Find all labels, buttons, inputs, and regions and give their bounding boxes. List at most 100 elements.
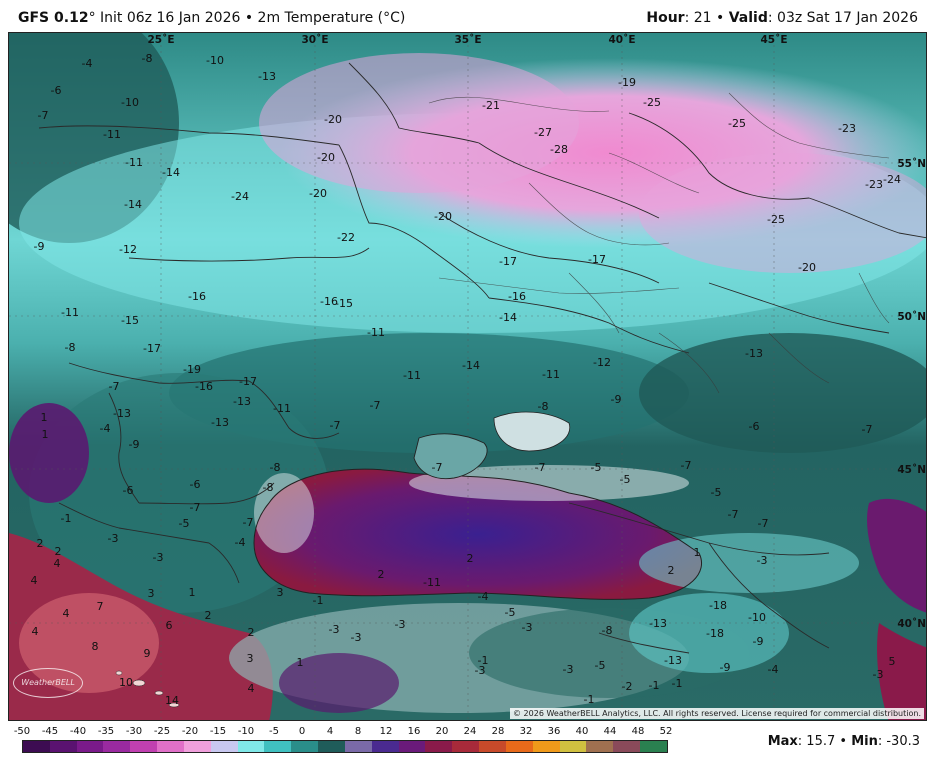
temperature-value: -19 <box>183 363 201 376</box>
map-canvas: 25˚E 30˚E 35˚E 40˚E 45˚E 55˚N 50˚N 45˚N 40˚N -4… <box>9 33 926 720</box>
temperature-value: -24 <box>231 190 249 203</box>
colorbar-swatch <box>210 741 238 752</box>
longitude-label: 40˚E <box>608 34 635 46</box>
temperature-value: -3 <box>329 623 340 636</box>
colorbar-swatch <box>398 741 426 752</box>
temperature-value: -1 <box>61 512 72 525</box>
latitude-label: 50˚N <box>897 311 926 323</box>
temperature-value: -17 <box>499 255 517 268</box>
temperature-value: -5 <box>505 606 516 619</box>
temperature-value: -11 <box>542 368 560 381</box>
colorbar-swatch <box>130 741 158 752</box>
colorbar-swatch <box>183 741 211 752</box>
temperature-value: -13 <box>113 407 131 420</box>
temperature-value: 6 <box>166 619 173 632</box>
temperature-value: -3 <box>108 532 119 545</box>
temperature-value: -9 <box>611 393 622 406</box>
colorbar-tick-label: 16 <box>407 726 421 737</box>
colorbar-swatch <box>103 741 131 752</box>
temperature-value: -16 <box>195 380 213 393</box>
temperature-value: -24 <box>883 173 901 186</box>
colorbar-swatch <box>586 741 614 752</box>
temperature-value: -6 <box>749 420 760 433</box>
temperature-value: -13 <box>745 347 763 360</box>
longitude-labels: 25˚E 30˚E 35˚E 40˚E 45˚E <box>147 34 787 46</box>
init-info: ° Init 06z 16 Jan 2026 • 2m Temperature … <box>88 10 406 26</box>
temperature-value: -7 <box>681 459 692 472</box>
colorbar-swatch <box>344 741 372 752</box>
temperature-value: 2 <box>205 609 212 622</box>
max-min-readout: Max: 15.7 • Min: -30.3 <box>768 734 920 749</box>
temperature-value: -9 <box>720 661 731 674</box>
temperature-value: -13 <box>664 654 682 667</box>
temperature-value: -14 <box>462 359 480 372</box>
temperature-value: -8 <box>602 624 613 637</box>
temperature-value: -14 <box>162 166 180 179</box>
temperature-value: -13 <box>211 416 229 429</box>
weatherbell-logo: WeatherBELL <box>13 668 83 698</box>
temperature-value: -12 <box>593 356 611 369</box>
latitude-label: 55˚N <box>897 158 926 170</box>
colorbar-tick-label: 12 <box>379 726 393 737</box>
colorbar-tick-label: 44 <box>603 726 617 737</box>
temperature-value: -6 <box>51 84 62 97</box>
temperature-value: -13 <box>258 70 276 83</box>
temperature-value: 14 <box>165 694 179 707</box>
temperature-value: -10 <box>121 96 139 109</box>
colorbar-swatch <box>237 741 265 752</box>
temperature-value: -10 <box>206 54 224 67</box>
temperature-value: 3 <box>247 652 254 665</box>
colorbar-tick-label: -15 <box>209 726 227 737</box>
temperature-value: -4 <box>100 422 111 435</box>
colorbar-tick-label: 40 <box>575 726 589 737</box>
latitude-label: 45˚N <box>897 464 926 476</box>
temperature-value: 4 <box>31 574 38 587</box>
region-borders <box>428 92 890 394</box>
temperature-value: -7 <box>535 461 546 474</box>
colorbar-swatch <box>76 741 104 752</box>
colorbar-tick-label: 8 <box>354 726 362 737</box>
temperature-value: -12 <box>119 243 137 256</box>
colorbar-swatch <box>49 741 77 752</box>
colorbar-swatch <box>505 741 533 752</box>
temperature-value: -7 <box>38 109 49 122</box>
colorbar-scale <box>22 740 668 753</box>
temperature-value: -18 <box>709 599 727 612</box>
temperature-value: -5 <box>711 486 722 499</box>
temperature-value: 2 <box>37 537 44 550</box>
temperature-value: -15 <box>335 297 353 310</box>
longitude-label: 25˚E <box>147 34 174 46</box>
temperature-value: -20 <box>434 210 452 223</box>
temperature-value: -4 <box>768 663 779 676</box>
model-name: GFS 0.12 <box>18 10 89 26</box>
temperature-value: -9 <box>753 635 764 648</box>
temperature-value: -16 <box>188 290 206 303</box>
temperature-value: 1 <box>189 586 196 599</box>
temperature-value: -17 <box>588 253 606 266</box>
temperature-value: -20 <box>309 187 327 200</box>
temperature-value: 2 <box>467 552 474 565</box>
valid-label: Valid <box>728 10 768 26</box>
colorbar-labels: -50 -45 -40 -35 -30 -25 -20 -15 -10 -5 0 4 8 12 16 20 24… <box>14 726 674 738</box>
temperature-value: -11 <box>423 576 441 589</box>
colorbar-swatch <box>613 741 641 752</box>
colorbar-tick-label: -30 <box>125 726 143 737</box>
temperature-colorbar: -50 -45 -40 -35 -30 -25 -20 -15 -10 -5 0 4 8 12 16 20 24… <box>14 726 674 766</box>
temperature-value: 4 <box>54 557 61 570</box>
colorbar-tick-label: 24 <box>463 726 477 737</box>
temperature-value: -4 <box>82 57 93 70</box>
longitude-label: 35˚E <box>454 34 481 46</box>
temperature-value: -1 <box>672 677 683 690</box>
temperature-value: -13 <box>649 617 667 630</box>
temperature-value: -4 <box>235 536 246 549</box>
temperature-value: -8 <box>142 52 153 65</box>
temperature-value: -3 <box>522 621 533 634</box>
colorbar-tick-label: -5 <box>269 726 279 737</box>
temperature-value: -9 <box>129 438 140 451</box>
colorbar-tick-label: -10 <box>237 726 255 737</box>
temperature-value: -11 <box>367 326 385 339</box>
temperature-value: -3 <box>757 554 768 567</box>
temperature-value: -7 <box>243 516 254 529</box>
temperature-value: -13 <box>233 395 251 408</box>
colorbar-swatch <box>640 741 667 752</box>
